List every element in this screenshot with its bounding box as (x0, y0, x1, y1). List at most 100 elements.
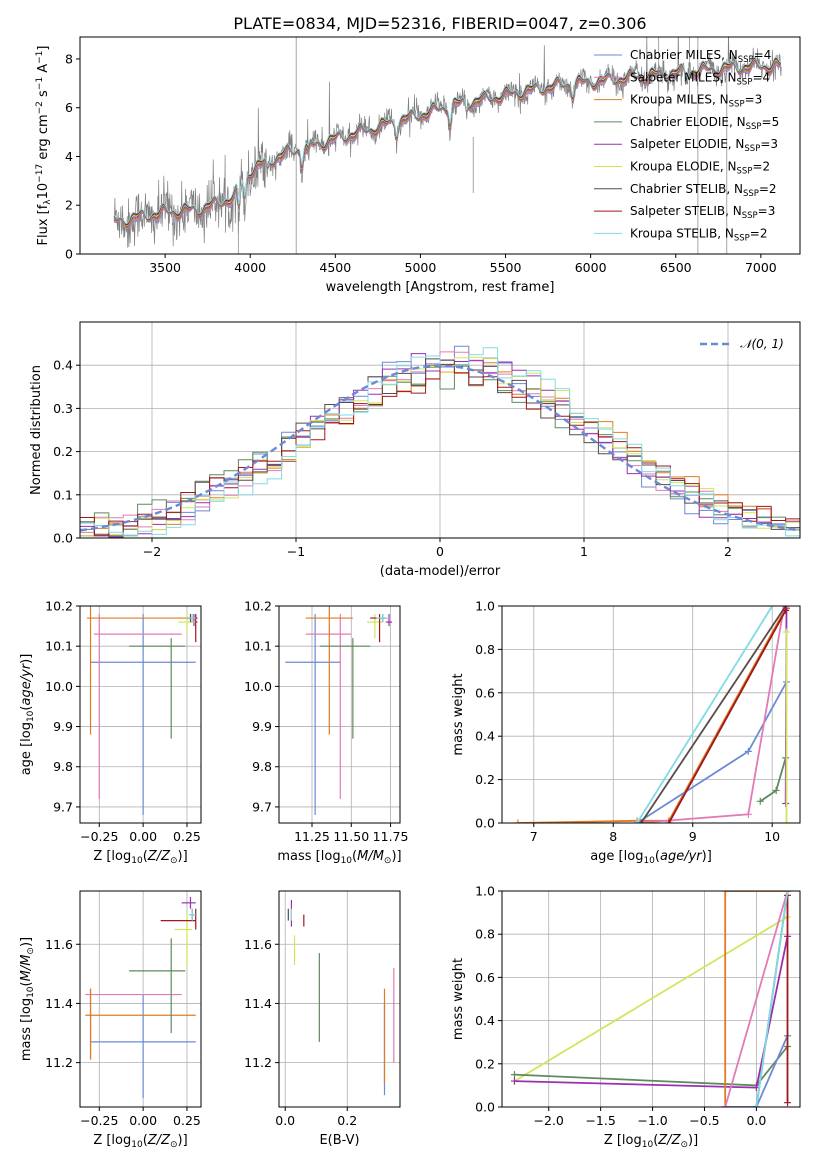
cumulative-mass-vs-age-marker-5-1 (782, 628, 790, 636)
age-vs-mass-panel: 11.25 11.50 11.75 9.7 9.8 9.9 10.0 10.1 10.2 mass… (244, 599, 408, 867)
spectrum-xtick-label-6: 6500 (660, 260, 692, 275)
spectrum-legend-label-6: Chabrier STELIB, NSSP=2 (630, 182, 777, 199)
cumulative-mass-vs-Z-xlabel: Z [log10(Z/Z⊙)] (604, 1133, 698, 1150)
spectrum-xtick-label-2: 4500 (319, 260, 351, 275)
age-vs-mass-frame (278, 605, 401, 824)
cumulative-mass-vs-Z-panel: −2.0 −1.5 −1.0 −0.5 0.0 0.0 0.2 0.4 0.6 0.8 1.0 Z [… (451, 884, 801, 1150)
age-vs-mass-xtick-label-1: 11.50 (333, 829, 369, 844)
cumulative-mass-vs-age-ytick-label-1: 0.2 (475, 772, 495, 787)
spectrum-ytick-label-2: 4 (65, 149, 73, 164)
mass-vs-Z-ytick-label-2: 11.6 (45, 937, 73, 952)
mass-vs-Z-ytick-label-0: 11.2 (45, 1055, 73, 1070)
mass-vs-EBV-xtick-label-1: 0.2 (337, 1113, 357, 1128)
cumulative-mass-vs-age-marker-7-0 (665, 819, 673, 823)
cumulative-mass-vs-Z-line-5 (724, 891, 789, 1107)
residuals-xlabel: (data-model)/error (380, 564, 501, 579)
spectrum-panel: 3500 4000 4500 5000 5500 6000 6500 7000 0 2 4 6 8 wav… (35, 36, 801, 295)
residuals-frame (79, 321, 801, 539)
cumulative-mass-vs-age-xtick-label-0: 7 (530, 829, 538, 844)
spectrum-xtick-label-1: 4000 (234, 260, 266, 275)
cumulative-mass-vs-Z-line-0 (514, 916, 788, 1082)
cumulative-mass-vs-age-marker-5-0 (782, 819, 790, 823)
spectrum-ytick-label-0: 0 (65, 247, 73, 262)
cumulative-mass-vs-age-line-2 (637, 606, 785, 823)
residuals-plot-area (80, 345, 800, 538)
cumulative-mass-vs-Z-marker-7-0 (784, 1099, 792, 1107)
mass-vs-EBV-ytick-label-2: 11.6 (244, 937, 272, 952)
mass-vs-EBV-plot-area (287, 899, 395, 1096)
cumulative-mass-vs-Z-ytick-label-3: 0.6 (475, 970, 495, 985)
cumulative-mass-vs-age-line-8 (636, 606, 773, 823)
cumulative-mass-vs-Z-ytick-label-2: 0.4 (475, 1013, 495, 1028)
cumulative-mass-vs-Z-xtick-label-3: −0.5 (689, 1113, 719, 1128)
cumulative-mass-vs-age-marker-7-1 (782, 606, 790, 614)
spectrum-frame (79, 36, 801, 255)
cumulative-mass-vs-Z-ytick-label-5: 1.0 (475, 884, 495, 899)
residuals-xtick-label-2: 0 (436, 544, 444, 559)
age-vs-Z-ytick-label-3: 10.0 (45, 679, 73, 694)
age-vs-Z-ylabel: age [log10(age/yr)] (19, 654, 36, 776)
spectrum-legend-label-3: Chabrier ELODIE, NSSP=5 (630, 115, 779, 132)
age-vs-mass-ytick-label-1: 9.8 (252, 759, 272, 774)
residuals-ytick-label-4: 0.4 (53, 358, 73, 373)
cumulative-mass-vs-age-plot-area (514, 606, 790, 823)
cumulative-mass-vs-Z-xtick-label-4: 0.0 (746, 1113, 766, 1128)
age-vs-Z-frame (79, 605, 202, 824)
cumulative-mass-vs-Z-marker-8-1 (784, 891, 792, 895)
cumulative-mass-vs-age-xlabel: age [log10(age/yr)] (590, 849, 712, 866)
age-vs-Z-xlabel: Z [log10(Z/Z⊙)] (93, 849, 187, 866)
cumulative-mass-vs-age-marker-3-1 (772, 786, 780, 794)
spectrum-xtick-label-3: 5000 (405, 260, 437, 275)
cumulative-mass-vs-Z-marker-8-0 (752, 1103, 760, 1107)
cumulative-mass-vs-Z-ytick-label-1: 0.2 (475, 1056, 495, 1071)
cumulative-mass-vs-Z-xtick-label-1: −1.5 (585, 1113, 615, 1128)
cumulative-mass-vs-age-xtick-label-2: 9 (689, 829, 697, 844)
spectrum-legend-label-0: Chabrier MILES, NSSP=4 (630, 48, 771, 65)
spectrum-plot-area (113, 37, 782, 254)
residuals-xtick-label-4: 2 (724, 544, 732, 559)
residuals-xtick-label-0: −2 (143, 544, 161, 559)
cumulative-mass-vs-age-marker-2-1 (744, 810, 752, 818)
age-vs-Z-ytick-label-5: 10.2 (45, 599, 73, 614)
age-vs-Z-ytick-label-1: 9.8 (53, 759, 73, 774)
cumulative-mass-vs-age-line-6 (640, 606, 787, 823)
age-vs-mass-ytick-label-2: 9.9 (252, 719, 272, 734)
age-vs-Z-xtick-label-2: 0.25 (173, 829, 201, 844)
cumulative-mass-vs-age-ytick-label-2: 0.4 (475, 729, 495, 744)
spectrum-xtick-label-4: 5500 (490, 260, 522, 275)
gaussian-curve (80, 364, 800, 532)
spectrum-model-line-8 (113, 56, 782, 225)
age-vs-mass-ytick-label-0: 9.7 (252, 799, 272, 814)
cumulative-mass-vs-Z-line-2 (514, 936, 789, 1089)
spectrum-xtick-label-0: 3500 (149, 260, 181, 275)
cumulative-mass-vs-Z-ytick-label-4: 0.8 (475, 927, 495, 942)
cumulative-mass-vs-Z-xtick-label-2: −1.0 (637, 1113, 667, 1128)
mass-vs-Z-ylabel: mass [log10(M/M⊙)] (19, 937, 36, 1061)
cumulative-mass-vs-age-line-0 (517, 607, 787, 823)
mass-vs-Z-plot-area (85, 896, 197, 1099)
mass-vs-EBV-xlabel: E(B-V) (319, 1133, 359, 1148)
mass-vs-EBV-xtick-label-0: 0.0 (275, 1113, 295, 1128)
residuals-xtick-label-1: −1 (287, 544, 305, 559)
cumulative-mass-vs-age-xtick-label-1: 8 (609, 829, 617, 844)
age-vs-mass-xtick-label-0: 11.25 (294, 829, 330, 844)
residuals-ylabel: Normed distribution (29, 365, 44, 495)
cumulative-mass-vs-Z-ylabel: mass weight (451, 958, 466, 1040)
spectrum-ylabel: Flux [fλ10−17 erg cm−2 s−1 A−1] (35, 46, 53, 246)
residuals-ytick-label-0: 0.0 (53, 531, 73, 546)
cumulative-mass-vs-Z-ytick-label-0: 0.0 (475, 1100, 495, 1115)
spectrum-ytick-label-3: 6 (65, 100, 73, 115)
residual-hist-8 (80, 347, 800, 537)
spectrum-xtick-label-7: 7000 (745, 260, 777, 275)
residuals-xtick-label-3: 1 (580, 544, 588, 559)
cumulative-mass-vs-Z-line-4 (725, 1035, 789, 1107)
age-vs-Z-ytick-label-4: 10.1 (45, 639, 73, 654)
cumulative-mass-vs-age-marker-6-0 (637, 819, 645, 823)
mass-vs-Z-panel: −0.25 0.00 0.25 11.2 11.4 11.6 Z [log10(Z/Z⊙)]… (19, 890, 202, 1150)
cumulative-mass-vs-age-ylabel: mass weight (451, 673, 466, 755)
age-vs-Z-xtick-label-0: −0.25 (80, 829, 118, 844)
spectrum-legend-label-2: Kroupa MILES, NSSP=3 (630, 93, 762, 110)
cumulative-mass-vs-Z-xtick-label-0: −2.0 (534, 1113, 564, 1128)
cumulative-mass-vs-Z-marker-2-0 (510, 1077, 518, 1085)
